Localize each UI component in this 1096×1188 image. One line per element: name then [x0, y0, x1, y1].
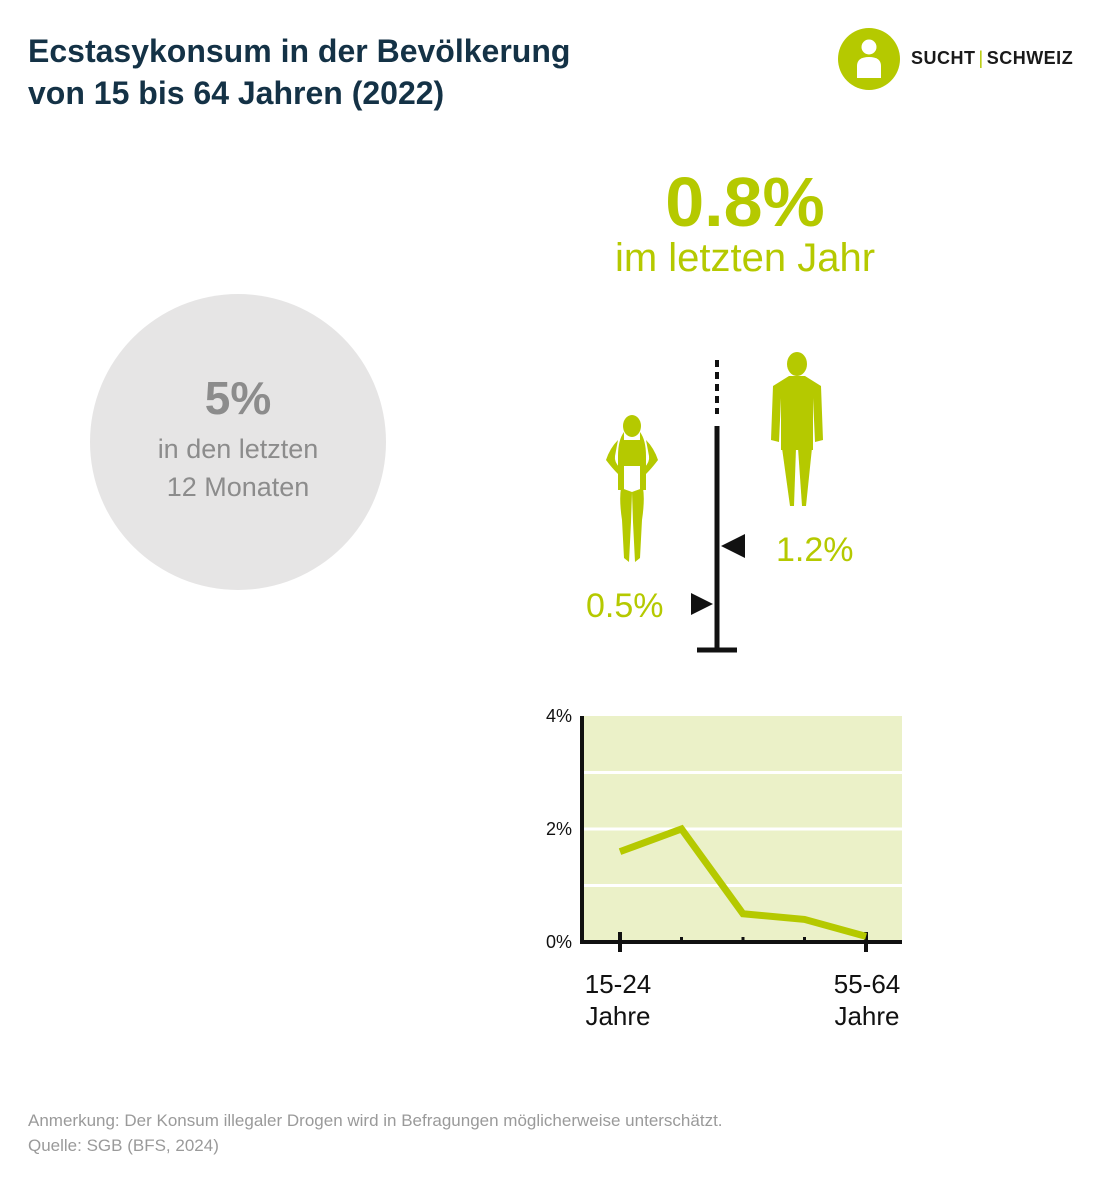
- y-tick-label-2: 4%: [546, 706, 572, 726]
- logo-text-left: SUCHT: [911, 48, 976, 68]
- title-line-1: Ecstasykonsum in der Bevölkerung: [28, 33, 571, 69]
- circle-label-line-2: 12 Monaten: [166, 472, 310, 502]
- age-line-chart: 0% 2% 4% 15-24 Jahre 55-64 Jahre: [546, 706, 902, 1031]
- logo-separator: |: [978, 48, 984, 68]
- logo: SUCHT | SCHWEIZ: [836, 26, 1086, 92]
- y-tick-label-0: 0%: [546, 932, 572, 952]
- axes: [580, 716, 902, 944]
- circle-label: in den letzten 12 Monaten: [90, 430, 386, 506]
- logo-text: SUCHT | SCHWEIZ: [911, 48, 1073, 69]
- x-label-last-line-1: 55-64: [834, 969, 901, 999]
- series: [618, 824, 867, 940]
- circle-label-line-1: in den letzten: [157, 434, 319, 464]
- woman-silhouette-icon: [606, 415, 658, 562]
- footer-note: Anmerkung: Der Konsum illegaler Drogen w…: [28, 1111, 723, 1130]
- title-line-2: von 15 bis 64 Jahren (2022): [28, 75, 445, 111]
- y-tick-label-1: 2%: [546, 819, 572, 839]
- x-label-first-line-2: Jahre: [585, 1001, 650, 1031]
- gridlines: [582, 771, 902, 887]
- twelve-month-circle: 5% in den letzten 12 Monaten: [90, 294, 386, 590]
- footer: Anmerkung: Der Konsum illegaler Drogen w…: [28, 1108, 723, 1158]
- man-silhouette-icon: [771, 352, 823, 506]
- x-tick-labels: 15-24 Jahre 55-64 Jahre: [585, 969, 901, 1031]
- gender-comparison-graphic: [606, 352, 823, 653]
- footer-source: Quelle: SGB (BFS, 2024): [28, 1136, 219, 1155]
- sucht-schweiz-logo-icon: [838, 28, 900, 90]
- x-label-last-line-2: Jahre: [834, 1001, 899, 1031]
- male-marker-icon: [721, 534, 745, 558]
- x-label-first-line-1: 15-24: [585, 969, 652, 999]
- female-marker-icon: [691, 593, 713, 615]
- y-tick-labels: 0% 2% 4%: [546, 706, 572, 952]
- page-title: Ecstasykonsum in der Bevölkerung von 15 …: [28, 30, 788, 114]
- highlight-label: im letzten Jahr: [614, 236, 876, 280]
- female-percentage-label: 0.5%: [586, 587, 664, 625]
- circle-value: 5%: [204, 372, 272, 424]
- logo-text-right: SCHWEIZ: [986, 48, 1074, 68]
- male-percentage-label: 1.2%: [776, 531, 854, 569]
- highlight-value: 0.8%: [665, 163, 825, 241]
